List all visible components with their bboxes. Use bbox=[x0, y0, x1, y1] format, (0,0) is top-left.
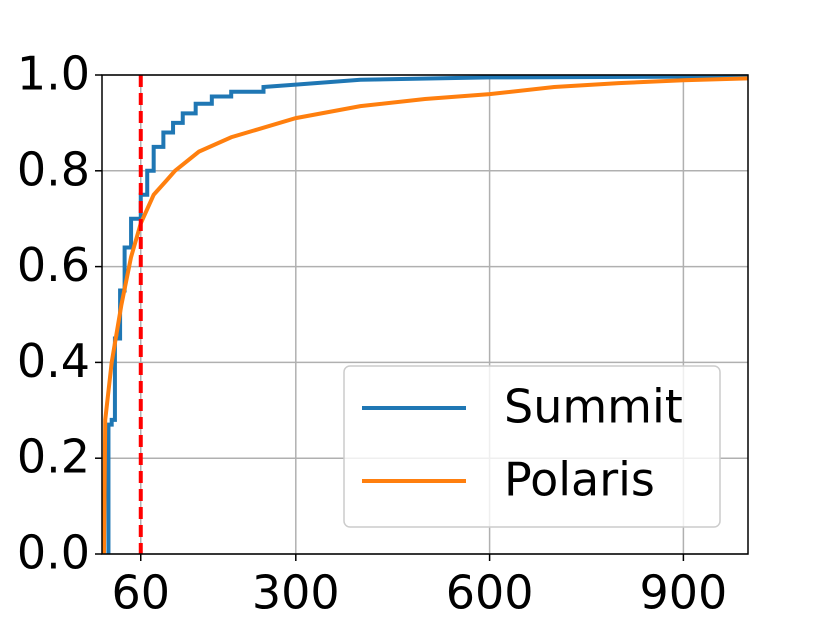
y-tick-label: 1.0 bbox=[17, 47, 90, 101]
y-tick-label: 0.6 bbox=[17, 238, 90, 292]
line-series bbox=[106, 74, 749, 554]
y-tick-label: 0.4 bbox=[17, 334, 90, 388]
y-tick-label: 0.8 bbox=[17, 142, 90, 196]
x-tick-label: 900 bbox=[639, 566, 727, 620]
x-tick-label: 60 bbox=[111, 566, 170, 620]
legend-label: Polaris bbox=[504, 453, 655, 507]
line-series bbox=[101, 76, 749, 555]
plot-frame bbox=[101, 74, 749, 555]
y-tick-label: 0.0 bbox=[17, 526, 90, 580]
y-tick-label: 0.2 bbox=[17, 430, 90, 484]
x-tick-label: 600 bbox=[446, 566, 534, 620]
x-tick-label: 300 bbox=[252, 566, 340, 620]
legend-label: Summit bbox=[504, 380, 683, 434]
